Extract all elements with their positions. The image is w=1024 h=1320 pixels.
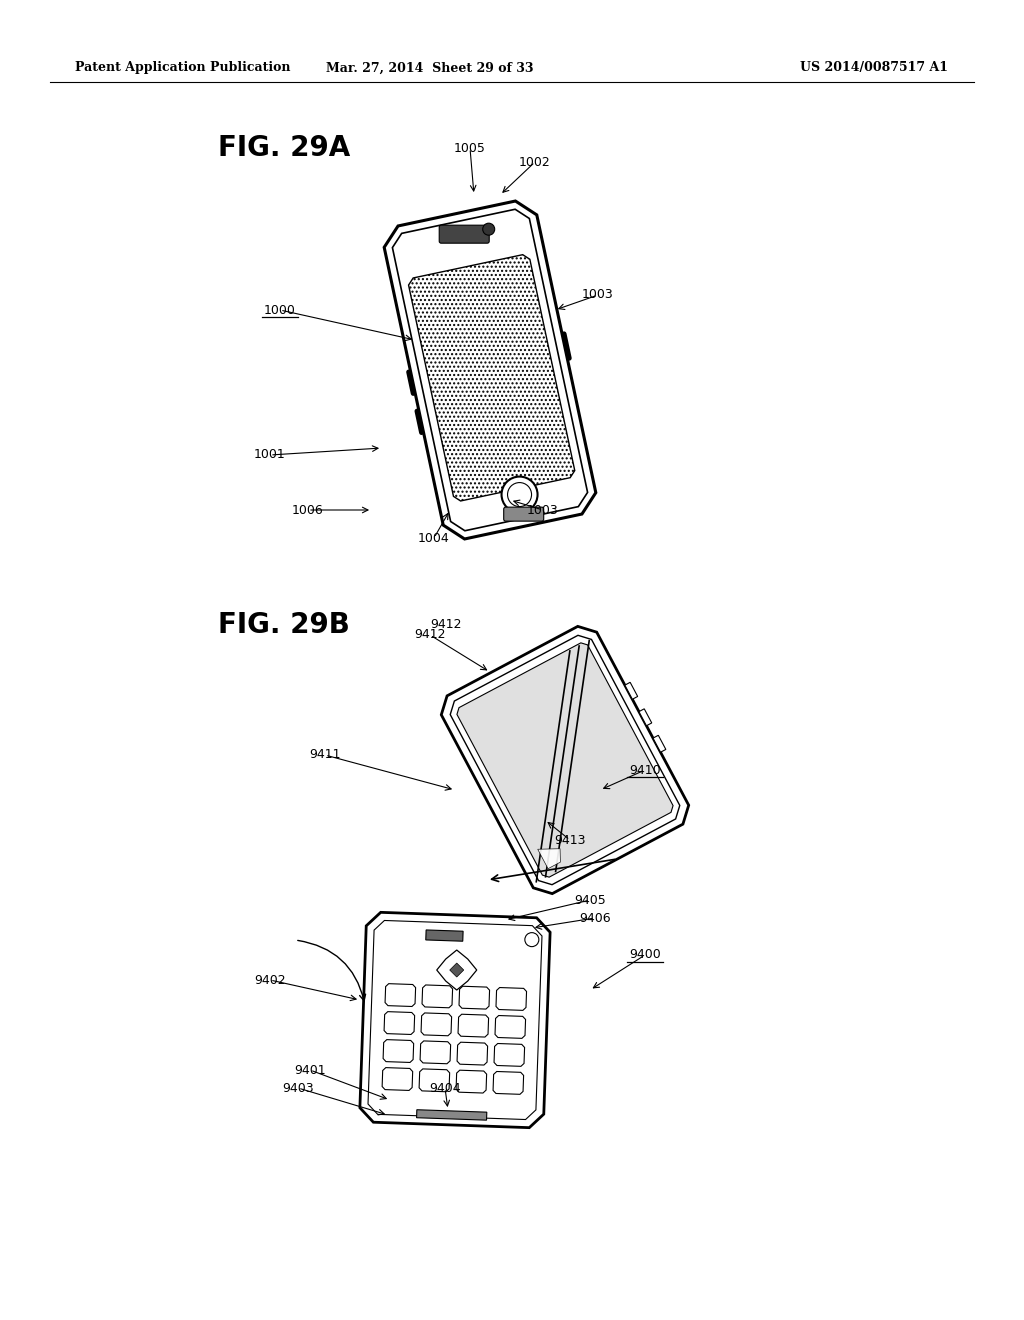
Polygon shape — [459, 986, 489, 1008]
Polygon shape — [494, 1072, 523, 1094]
Polygon shape — [496, 987, 526, 1010]
Polygon shape — [359, 912, 550, 1127]
Text: 1002: 1002 — [519, 156, 551, 169]
Polygon shape — [383, 1040, 414, 1063]
Polygon shape — [426, 929, 463, 941]
Text: 9402: 9402 — [254, 974, 286, 986]
Circle shape — [508, 483, 531, 507]
Polygon shape — [421, 1012, 452, 1036]
Polygon shape — [456, 1071, 486, 1093]
Text: 1000: 1000 — [264, 304, 296, 317]
Polygon shape — [450, 964, 464, 977]
FancyBboxPatch shape — [504, 507, 544, 521]
Text: 1003: 1003 — [527, 503, 559, 516]
Polygon shape — [382, 1068, 413, 1090]
Polygon shape — [384, 201, 596, 539]
Text: 1004: 1004 — [418, 532, 450, 544]
Text: 9412: 9412 — [415, 628, 445, 642]
Polygon shape — [458, 1014, 488, 1038]
Text: 9406: 9406 — [580, 912, 610, 924]
Text: 9411: 9411 — [309, 748, 341, 762]
Polygon shape — [495, 1015, 525, 1039]
Text: 1005: 1005 — [454, 141, 486, 154]
Text: US 2014/0087517 A1: US 2014/0087517 A1 — [800, 62, 948, 74]
Circle shape — [502, 477, 538, 512]
Text: 1001: 1001 — [254, 449, 286, 462]
Polygon shape — [653, 735, 666, 752]
Text: FIG. 29A: FIG. 29A — [218, 135, 350, 162]
Text: 9412: 9412 — [430, 619, 462, 631]
Circle shape — [525, 933, 539, 946]
Polygon shape — [417, 1110, 486, 1121]
Polygon shape — [451, 635, 680, 884]
Polygon shape — [392, 210, 588, 531]
Polygon shape — [625, 682, 638, 700]
Text: 9413: 9413 — [554, 833, 586, 846]
Text: 9401: 9401 — [294, 1064, 326, 1077]
Text: FIG. 29B: FIG. 29B — [218, 611, 350, 639]
Polygon shape — [420, 1041, 451, 1064]
FancyBboxPatch shape — [439, 226, 489, 243]
Polygon shape — [538, 849, 560, 869]
Text: 9410: 9410 — [629, 763, 660, 776]
Polygon shape — [494, 1044, 524, 1067]
Polygon shape — [639, 709, 651, 726]
Polygon shape — [385, 983, 416, 1006]
Text: 1006: 1006 — [292, 503, 324, 516]
FancyArrowPatch shape — [298, 940, 366, 1001]
Polygon shape — [422, 985, 453, 1007]
Polygon shape — [384, 1011, 415, 1035]
Circle shape — [482, 223, 495, 235]
Text: Patent Application Publication: Patent Application Publication — [75, 62, 291, 74]
Text: 9400: 9400 — [629, 949, 660, 961]
Polygon shape — [441, 627, 689, 894]
Text: Mar. 27, 2014  Sheet 29 of 33: Mar. 27, 2014 Sheet 29 of 33 — [327, 62, 534, 74]
Polygon shape — [457, 643, 673, 878]
Polygon shape — [457, 1043, 487, 1065]
Text: 9405: 9405 — [574, 894, 606, 907]
Text: 9404: 9404 — [429, 1081, 461, 1094]
Text: 1003: 1003 — [582, 289, 613, 301]
Polygon shape — [368, 920, 542, 1119]
Polygon shape — [419, 1069, 450, 1092]
Text: 9403: 9403 — [283, 1081, 313, 1094]
Polygon shape — [409, 255, 574, 502]
Polygon shape — [437, 950, 477, 990]
